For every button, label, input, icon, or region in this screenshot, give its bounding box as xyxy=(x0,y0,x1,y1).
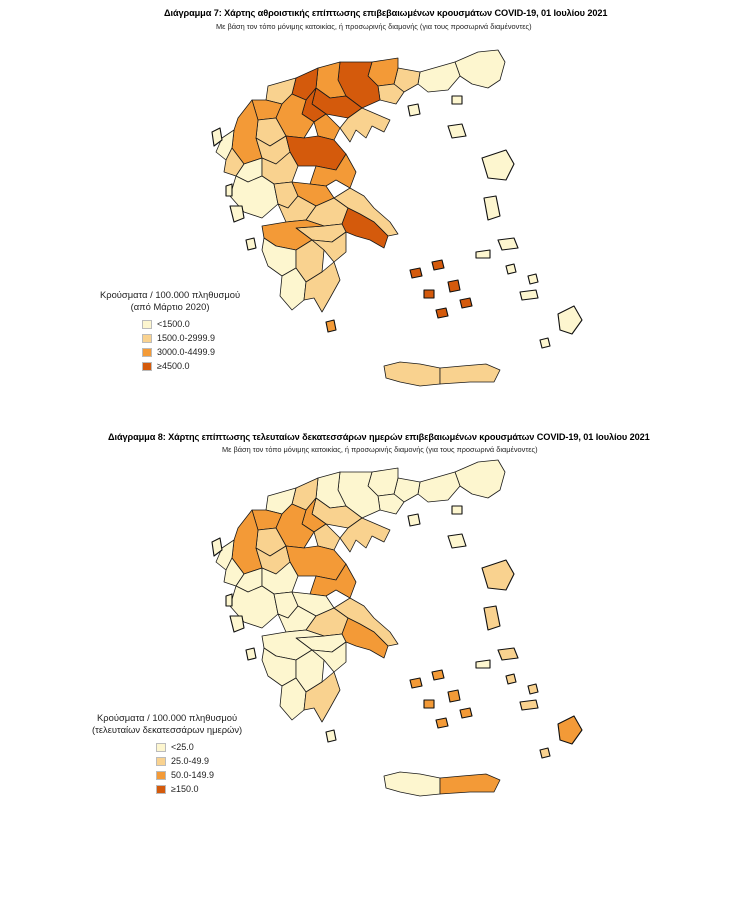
region-kythira xyxy=(325,729,337,743)
region-evros xyxy=(454,459,506,499)
region-lesvos xyxy=(481,149,515,181)
map2-legend-item: 25.0-49.9 xyxy=(156,754,242,768)
region-crete_w xyxy=(383,771,441,797)
legend-label: <1500.0 xyxy=(157,319,190,329)
region-chalkidiki xyxy=(339,517,391,553)
region-crete_w xyxy=(383,361,441,387)
region-dodecanese xyxy=(505,673,551,759)
region-rodos xyxy=(557,715,583,745)
legend-swatch xyxy=(156,742,166,752)
legend-swatch xyxy=(142,361,152,371)
map2-legend-item: 50.0-149.9 xyxy=(156,768,242,782)
region-thasos xyxy=(407,103,421,117)
region-ikaria xyxy=(475,659,491,669)
region-kythira xyxy=(325,319,337,333)
region-samos xyxy=(497,237,519,251)
region-kos xyxy=(519,289,539,301)
map1-subtitle: Με βάση τον τόπο μόνιμης κατοικίας, ή πρ… xyxy=(216,22,532,31)
legend-label: 1500.0-2999.9 xyxy=(157,333,216,343)
map1-legend-subtitle: (από Μάρτιο 2020) xyxy=(130,301,210,312)
region-dodecanese xyxy=(505,263,551,349)
region-kos xyxy=(519,699,539,711)
legend-swatch xyxy=(142,347,152,357)
legend-swatch xyxy=(142,333,152,343)
region-cyclades xyxy=(409,669,473,729)
region-crete_e xyxy=(439,773,501,795)
region-rodopi xyxy=(417,471,461,503)
region-zakynthos xyxy=(245,647,257,661)
region-lakonia xyxy=(303,671,341,723)
legend-label: ≥150.0 xyxy=(171,784,199,794)
map2-greece-choropleth xyxy=(211,459,583,797)
region-lakonia xyxy=(303,261,341,313)
region-pieria xyxy=(313,523,341,551)
region-attiki xyxy=(341,617,389,659)
map1-legend: Κρούσματα / 100.000 πληθυσμού (από Μάρτι… xyxy=(100,289,240,373)
map2-title: Διάγραμμα 8: Χάρτης επίπτωσης τελευταίων… xyxy=(108,432,650,442)
legend-label: 25.0-49.9 xyxy=(171,756,210,766)
region-argolida xyxy=(311,231,347,263)
map2-legend-subtitle: (τελευταίων δεκατεσσάρων ημερών) xyxy=(92,724,243,735)
region-cyclades xyxy=(409,259,473,319)
map2-legend-item: ≥150.0 xyxy=(156,782,242,796)
map1-legend-item: ≥4500.0 xyxy=(142,359,240,373)
region-kerkyra xyxy=(211,537,223,557)
region-pieria xyxy=(313,113,341,141)
region-chios xyxy=(483,195,501,221)
map1-legend-item: <1500.0 xyxy=(142,317,240,331)
region-chalkidiki xyxy=(339,107,391,143)
legend-swatch xyxy=(156,784,166,794)
map2-legend-item: <25.0 xyxy=(156,740,242,754)
region-samothraki xyxy=(451,505,463,515)
region-ikaria xyxy=(475,249,491,259)
legend-swatch xyxy=(142,319,152,329)
region-lefkada xyxy=(225,593,233,607)
region-argolida xyxy=(311,641,347,673)
legend-label: <25.0 xyxy=(171,742,194,752)
legend-label: ≥4500.0 xyxy=(157,361,190,371)
region-kefalonia xyxy=(229,615,245,633)
region-chios xyxy=(483,605,501,631)
legend-label: 3000.0-4499.9 xyxy=(157,347,216,357)
map2-legend-title: Κρούσματα / 100.000 πληθυσμού xyxy=(97,712,238,723)
region-thasos xyxy=(407,513,421,527)
map1-legend-item: 1500.0-2999.9 xyxy=(142,331,240,345)
map1-legend-title: Κρούσματα / 100.000 πληθυσμού xyxy=(100,289,241,300)
region-lefkada xyxy=(225,183,233,197)
region-kerkyra xyxy=(211,127,223,147)
region-limnos xyxy=(447,533,467,549)
map1-legend-item: 3000.0-4499.9 xyxy=(142,345,240,359)
legend-label: 50.0-149.9 xyxy=(171,770,215,780)
region-limnos xyxy=(447,123,467,139)
region-zakynthos xyxy=(245,237,257,251)
region-evros xyxy=(454,49,506,89)
region-samos xyxy=(497,647,519,661)
region-rodos xyxy=(557,305,583,335)
legend-swatch xyxy=(156,770,166,780)
region-samothraki xyxy=(451,95,463,105)
map2-legend: Κρούσματα / 100.000 πληθυσμού (τελευταίω… xyxy=(92,712,242,796)
region-rodopi xyxy=(417,61,461,93)
region-kefalonia xyxy=(229,205,245,223)
legend-swatch xyxy=(156,756,166,766)
map1-greece-choropleth xyxy=(211,49,583,387)
region-attiki xyxy=(341,207,389,249)
map2-subtitle: Με βάση τον τόπο μόνιμης κατοικίας, ή πρ… xyxy=(222,445,538,454)
region-crete_e xyxy=(439,363,501,385)
map1-title: Διάγραμμα 7: Χάρτης αθροιστικής επίπτωση… xyxy=(164,8,608,18)
region-lesvos xyxy=(481,559,515,591)
